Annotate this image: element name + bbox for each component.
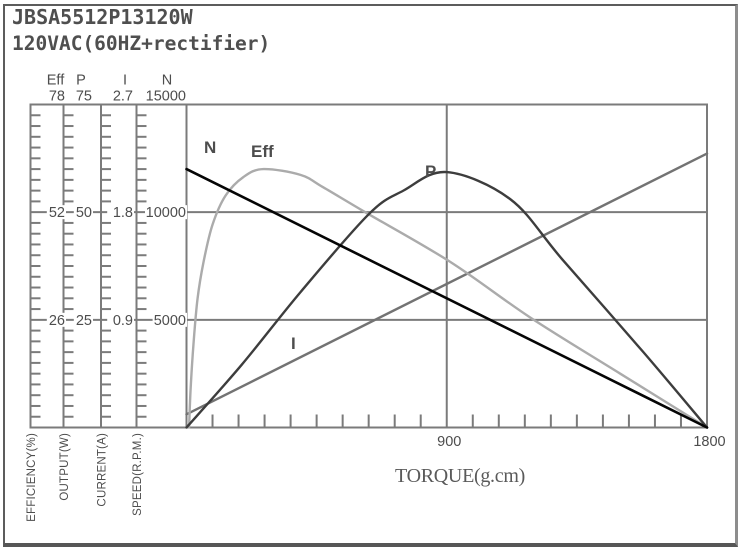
y-tick-label: 15000	[146, 89, 186, 105]
grid-lines	[29, 103, 707, 429]
y-axis-name: N	[162, 73, 172, 89]
y-rulers	[29, 104, 147, 428]
series-group: I Eff P N	[185, 138, 709, 429]
y-axis-title: SPEED(R.P.M.)	[132, 433, 144, 516]
y-tick-label: 52	[49, 205, 65, 221]
label-mask	[73, 312, 93, 327]
x-axis-title: TORQUE(g.cm)	[395, 465, 525, 487]
y-tick-label: 5000	[154, 313, 186, 329]
page-subtitle: 120VAC(60HZ+rectifier)	[12, 32, 271, 55]
series-curve-I	[185, 152, 709, 416]
label-mask	[46, 205, 66, 220]
y-tick-label: 0.9	[113, 313, 133, 329]
y-axis-name: P	[76, 73, 86, 89]
y-axis-name: I	[123, 73, 127, 89]
x-tick-label: 900	[437, 434, 461, 450]
plot-area	[185, 103, 708, 429]
series-label-Eff: Eff	[251, 142, 274, 161]
series-label-I: I	[291, 334, 296, 353]
series-curve-Eff	[187, 167, 709, 429]
series-label-P: P	[425, 162, 436, 181]
series-label-N: N	[204, 138, 216, 157]
label-mask	[107, 312, 134, 327]
series-curve-N	[185, 167, 709, 429]
y-tick-label: 50	[76, 205, 92, 221]
y-axis-title: EFFICIENCY(%)	[26, 433, 38, 522]
y-axis-title: CURRENT(A)	[97, 433, 109, 507]
y-tick-label: 10000	[146, 205, 186, 221]
y-axis-title: OUTPUT(W)	[59, 433, 71, 501]
x-tick-label: 1800	[693, 434, 725, 450]
page-title: JBSA5512P13120W	[12, 5, 193, 29]
label-mask	[46, 312, 66, 327]
y-tick-label: 78	[49, 89, 65, 105]
y-tick-label: 25	[76, 313, 92, 329]
series-curve-P	[185, 170, 709, 429]
label-mask	[107, 205, 134, 220]
label-mask	[145, 205, 187, 220]
x-axis-labels: 900 1800 TORQUE(g.cm)	[395, 434, 726, 487]
y-axis-name: Eff	[47, 73, 65, 89]
label-mask	[152, 312, 187, 327]
y-tick-label: 75	[76, 89, 92, 105]
title-block: JBSA5512P13120W 120VAC(60HZ+rectifier)	[12, 7, 270, 54]
y-tick-label: 26	[49, 313, 65, 329]
y-tick-label: 2.7	[113, 89, 133, 105]
label-mask	[73, 205, 93, 220]
y-tick-label: 1.8	[113, 205, 133, 221]
